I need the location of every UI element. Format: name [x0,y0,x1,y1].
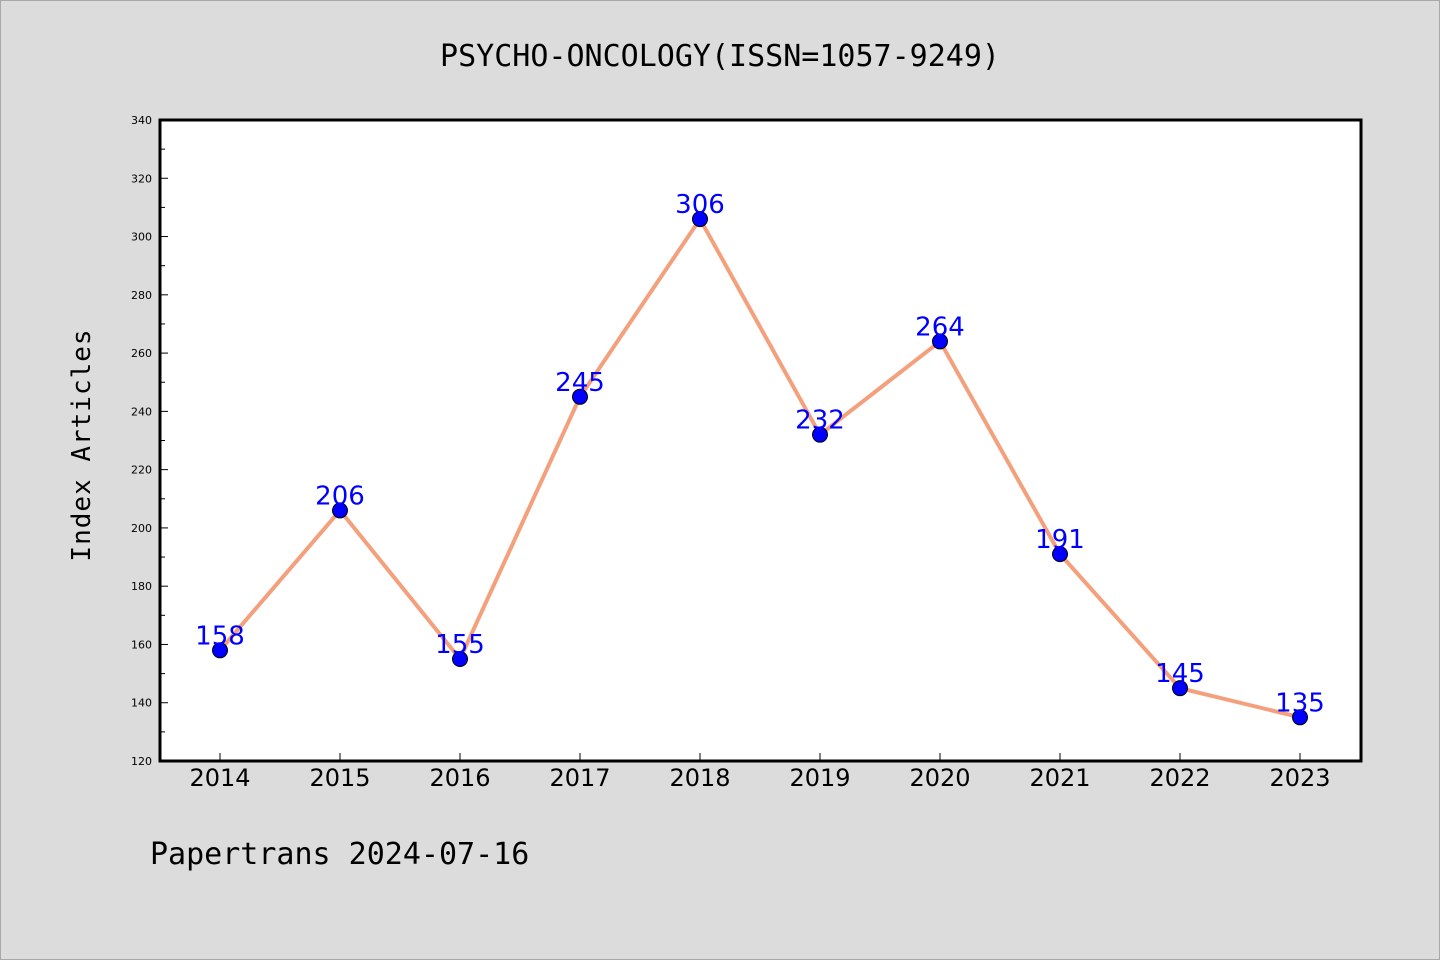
data-point [1052,546,1068,563]
x-tick-label: 2017 [549,764,610,792]
y-axis-label: Index Articles [67,328,97,561]
x-tick-label: 2014 [189,764,250,792]
data-label: 206 [315,481,365,511]
data-label: 135 [1275,688,1325,718]
data-point [932,333,948,350]
plot-area [158,118,1363,763]
y-axis: 120 140 160 180 200 220 240 260 280 300 320 340 [131,114,168,768]
data-label: 145 [1155,659,1205,689]
x-tick-label: 2022 [1149,764,1210,792]
y-tick-label: 200 [131,522,152,535]
data-point [1172,680,1188,697]
data-point [572,388,588,405]
y-tick-label: 140 [131,697,152,710]
series-line [218,217,1302,720]
y-tick-label: 280 [131,289,152,302]
data-point [692,211,708,228]
data-point [812,426,828,443]
y-tick-label: 220 [131,464,152,477]
y-tick-label: 340 [131,114,152,127]
data-label: 245 [555,368,605,398]
x-tick-label: 2016 [429,764,490,792]
y-tick-label: 240 [131,405,152,418]
x-tick-label: 2019 [789,764,850,792]
x-tick-label: 2021 [1029,764,1090,792]
series-layer [212,211,1308,726]
y-tick-label: 300 [131,231,152,244]
x-axis: 2014 2015 2016 2017 2018 2019 2020 2021 2022 2023 [189,753,1331,792]
data-point [452,651,468,668]
data-label: 155 [435,630,485,660]
y-tick-label: 120 [131,755,152,768]
data-label: 191 [1035,525,1085,555]
y-tick-label: 160 [131,638,152,651]
data-point [1292,709,1308,726]
y-tick-label: 320 [131,172,152,185]
x-tick-label: 2020 [909,764,970,792]
data-point [212,642,228,659]
x-tick-label: 2023 [1269,764,1330,792]
footer-watermark: Papertrans 2024-07-16 [150,837,529,872]
data-label: 232 [795,406,845,436]
chart-title: PSYCHO-ONCOLOGY(ISSN=1057-9249) [440,39,1000,74]
data-label-layer: 158 206 155 245 306 232 264 191 145 135 [195,190,1325,718]
x-tick-label: 2018 [669,764,730,792]
data-label: 158 [195,621,245,651]
x-tick-label: 2015 [309,764,370,792]
data-label: 306 [675,190,725,220]
y-tick-label: 260 [131,347,152,360]
data-label: 264 [915,312,965,342]
data-point [332,502,348,519]
y-tick-label: 180 [131,580,152,593]
